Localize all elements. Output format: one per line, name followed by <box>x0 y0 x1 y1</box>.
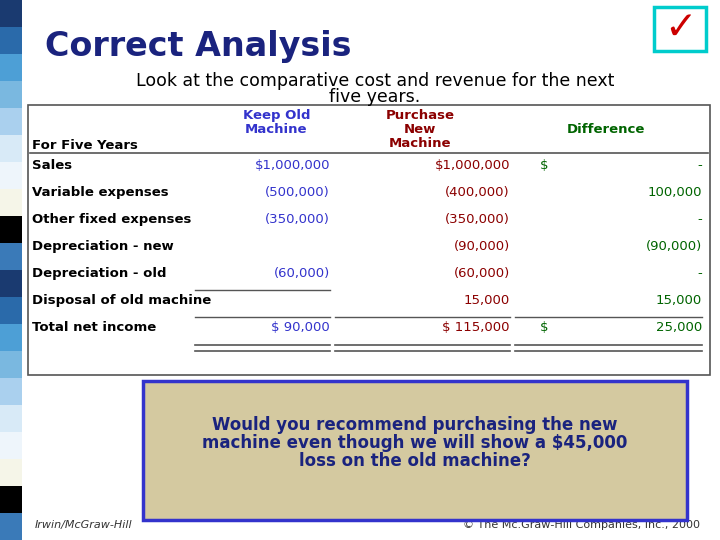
Text: -: - <box>697 213 702 226</box>
Text: Keep Old: Keep Old <box>243 109 310 122</box>
Text: Total net income: Total net income <box>32 321 156 334</box>
FancyBboxPatch shape <box>0 512 22 540</box>
FancyBboxPatch shape <box>0 161 22 189</box>
FancyBboxPatch shape <box>0 80 22 108</box>
Text: Purchase: Purchase <box>385 109 454 122</box>
Text: Variable expenses: Variable expenses <box>32 186 168 199</box>
FancyBboxPatch shape <box>0 350 22 378</box>
FancyBboxPatch shape <box>0 458 22 486</box>
Text: $1,000,000: $1,000,000 <box>434 159 510 172</box>
Text: (350,000): (350,000) <box>445 213 510 226</box>
Text: Disposal of old machine: Disposal of old machine <box>32 294 211 307</box>
Text: Sales: Sales <box>32 159 72 172</box>
Text: $ 115,000: $ 115,000 <box>443 321 510 334</box>
FancyBboxPatch shape <box>0 269 22 297</box>
Text: $: $ <box>540 159 549 172</box>
Text: -: - <box>697 267 702 280</box>
Text: New: New <box>404 123 436 136</box>
Text: (60,000): (60,000) <box>454 267 510 280</box>
Text: (90,000): (90,000) <box>646 240 702 253</box>
FancyBboxPatch shape <box>0 431 22 459</box>
Text: Irwin/McGraw-Hill: Irwin/McGraw-Hill <box>35 520 132 530</box>
Text: -: - <box>697 159 702 172</box>
Text: For Five Years: For Five Years <box>32 139 138 152</box>
Text: ✓: ✓ <box>664 9 696 47</box>
Text: (60,000): (60,000) <box>274 267 330 280</box>
Text: 15,000: 15,000 <box>656 294 702 307</box>
Text: Would you recommend purchasing the new: Would you recommend purchasing the new <box>212 415 618 434</box>
FancyBboxPatch shape <box>654 7 706 51</box>
Text: $: $ <box>540 321 549 334</box>
FancyBboxPatch shape <box>0 188 22 216</box>
FancyBboxPatch shape <box>0 296 22 324</box>
Text: machine even though we will show a $45,000: machine even though we will show a $45,0… <box>202 434 628 451</box>
FancyBboxPatch shape <box>0 215 22 243</box>
FancyBboxPatch shape <box>0 26 22 54</box>
Text: Correct Analysis: Correct Analysis <box>45 30 351 63</box>
FancyBboxPatch shape <box>0 377 22 405</box>
FancyBboxPatch shape <box>28 105 710 375</box>
Text: 25,000: 25,000 <box>656 321 702 334</box>
Text: Machine: Machine <box>389 137 451 150</box>
Text: (90,000): (90,000) <box>454 240 510 253</box>
Text: five years.: five years. <box>329 88 420 106</box>
FancyBboxPatch shape <box>0 323 22 351</box>
FancyBboxPatch shape <box>22 0 720 540</box>
Text: (400,000): (400,000) <box>446 186 510 199</box>
Text: Other fixed expenses: Other fixed expenses <box>32 213 192 226</box>
FancyBboxPatch shape <box>143 381 687 520</box>
Text: © The Mc.Graw-Hill Companies, Inc., 2000: © The Mc.Graw-Hill Companies, Inc., 2000 <box>463 520 700 530</box>
Text: (500,000): (500,000) <box>265 186 330 199</box>
Text: Depreciation - new: Depreciation - new <box>32 240 174 253</box>
Text: loss on the old machine?: loss on the old machine? <box>299 451 531 469</box>
FancyBboxPatch shape <box>0 53 22 81</box>
FancyBboxPatch shape <box>0 107 22 135</box>
FancyBboxPatch shape <box>0 242 22 270</box>
FancyBboxPatch shape <box>0 485 22 513</box>
Text: $ 90,000: $ 90,000 <box>271 321 330 334</box>
Text: 15,000: 15,000 <box>464 294 510 307</box>
Text: Difference: Difference <box>567 123 645 136</box>
Text: Depreciation - old: Depreciation - old <box>32 267 166 280</box>
FancyBboxPatch shape <box>0 0 22 27</box>
FancyBboxPatch shape <box>0 134 22 162</box>
Text: (350,000): (350,000) <box>265 213 330 226</box>
Text: $1,000,000: $1,000,000 <box>254 159 330 172</box>
FancyBboxPatch shape <box>0 404 22 432</box>
Text: Look at the comparative cost and revenue for the next: Look at the comparative cost and revenue… <box>136 72 614 90</box>
Text: Machine: Machine <box>246 123 307 136</box>
Text: 100,000: 100,000 <box>647 186 702 199</box>
